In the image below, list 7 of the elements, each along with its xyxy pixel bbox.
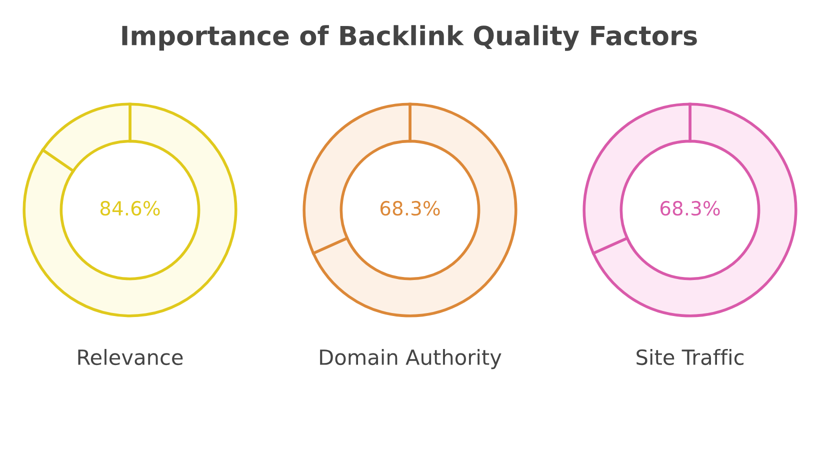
- data-label: 68.3%: [660, 200, 720, 216]
- text: Domain Authority: [320, 348, 502, 370]
- text: Relevance: [78, 348, 183, 366]
- data-label: 68.3%: [380, 200, 440, 216]
- text: Site Traffic: [636, 348, 744, 366]
- text: Importance of Backlink Quality Factors: [122, 25, 697, 51]
- data-label: 84.6%: [100, 200, 160, 216]
